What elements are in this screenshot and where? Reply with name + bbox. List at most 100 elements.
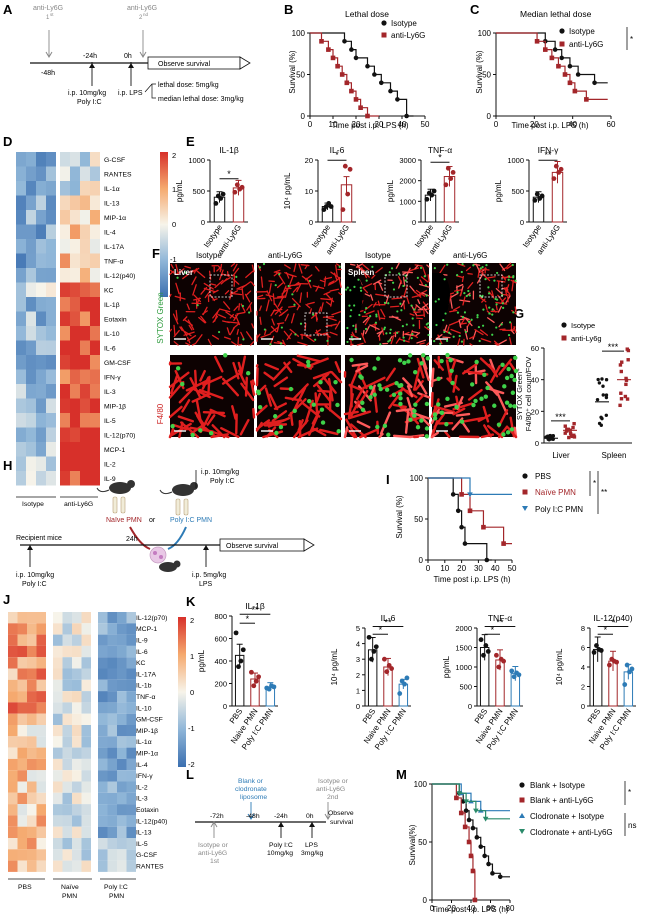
heatmap-cell xyxy=(80,210,90,225)
f480-signal xyxy=(422,266,427,277)
data-point xyxy=(501,541,506,546)
heatmap-cell xyxy=(36,413,46,428)
sytox-signal xyxy=(308,279,312,282)
heatmap-cell xyxy=(81,612,91,624)
blank-2: clodronate xyxy=(235,786,267,793)
f480-signal xyxy=(345,427,356,439)
f480-signal xyxy=(271,410,288,422)
x-tick-label: 80 xyxy=(506,904,515,913)
sytox-signal xyxy=(502,384,507,389)
heatmap-cell xyxy=(16,442,26,457)
heatmap-cell xyxy=(36,645,46,658)
heatmap-cell xyxy=(53,747,63,759)
heatmap-cell xyxy=(36,713,46,725)
sytox-signal xyxy=(477,325,481,329)
data-point xyxy=(344,80,350,86)
heatmap-cell xyxy=(36,770,46,782)
sytox-signal xyxy=(402,360,407,366)
f480-signal xyxy=(345,418,358,439)
y-tick-label: 2000 xyxy=(455,624,472,633)
t-minus48: -48h xyxy=(41,70,55,77)
heatmap-cell xyxy=(17,792,27,805)
f480-signal xyxy=(173,341,179,346)
sytox-signal xyxy=(348,304,351,307)
heatmap-cell xyxy=(17,826,27,838)
y-tick-label: 0 xyxy=(412,218,416,227)
heatmap-cell xyxy=(117,668,127,680)
heatmap-cell xyxy=(98,736,108,748)
t-zero: 0h xyxy=(124,53,132,60)
heatmap-cell xyxy=(98,668,108,680)
f480-signal xyxy=(250,341,255,346)
f480-signal xyxy=(486,387,505,395)
sytox-signal xyxy=(481,294,484,297)
y-tick-label: 0 xyxy=(301,112,306,121)
heatmap-cell xyxy=(72,668,82,680)
heatmap-cell xyxy=(98,657,108,669)
data-point xyxy=(240,647,246,653)
data-point xyxy=(448,176,454,182)
f480-signal xyxy=(185,342,191,346)
heatmap-cell xyxy=(16,355,26,370)
iso-top-2: anti-Ly6G xyxy=(316,786,345,793)
heatmap-cell xyxy=(53,645,63,658)
y-tick-label: 0 xyxy=(487,112,492,121)
legend-polyic: Poly I:C PMN xyxy=(535,505,583,514)
y-axis-label-2: F4/80⁺ cell count/FOV xyxy=(524,357,533,431)
heatmap-cell xyxy=(126,838,136,850)
f480-signal xyxy=(195,414,207,432)
heatmap-cell xyxy=(126,657,136,669)
heatmap-cell xyxy=(27,736,37,748)
heatmap-cell xyxy=(70,340,80,355)
sytox-signal xyxy=(485,264,488,267)
f480-signal xyxy=(493,340,500,346)
sytox-signal xyxy=(488,306,491,309)
heatmap-cell xyxy=(107,815,117,827)
heatmap-cell xyxy=(72,860,82,872)
f480-signal xyxy=(323,291,331,296)
f480-signal xyxy=(273,376,289,388)
data-point xyxy=(266,686,272,692)
heatmap-cell xyxy=(81,725,91,737)
scale-neg2: -2 xyxy=(188,760,195,769)
f480-signal xyxy=(377,310,381,321)
panel-label-M: M xyxy=(396,767,407,782)
sytox-signal xyxy=(371,265,374,268)
heatmap-cell xyxy=(26,297,36,312)
y-tick-label: 50 xyxy=(418,838,427,847)
sytox-signal xyxy=(349,315,352,318)
data-point xyxy=(468,853,474,859)
data-point xyxy=(404,113,409,119)
data-point xyxy=(624,378,629,382)
sytox-signal xyxy=(479,396,484,401)
heatmap-cell xyxy=(8,781,18,793)
heatmap-cell xyxy=(46,398,56,413)
heatmap-cell xyxy=(36,369,46,384)
sytox-signal xyxy=(273,414,278,419)
heatmap-cell xyxy=(26,224,36,239)
f480-signal xyxy=(206,414,216,426)
sytox-signal xyxy=(512,377,517,383)
x-tick-label: 0 xyxy=(430,904,435,913)
sytox-signal xyxy=(501,432,506,437)
heatmap-cell xyxy=(81,623,91,635)
sytox-signal xyxy=(346,340,349,344)
f480-signal xyxy=(334,320,341,330)
heatmap-cell xyxy=(26,471,36,486)
sytox-signal xyxy=(504,400,510,405)
f480-signal xyxy=(450,328,461,334)
y-axis-label: pg/mL xyxy=(197,649,206,672)
t-minus24: -24h xyxy=(83,53,97,60)
heatmap-cell xyxy=(117,815,127,827)
f480-signal xyxy=(192,284,197,296)
heatmap-cell xyxy=(16,340,26,355)
heatmap-cell xyxy=(27,792,37,805)
f480-signal xyxy=(169,269,175,274)
sytox-signal xyxy=(445,396,450,402)
heatmap-cell xyxy=(62,747,72,759)
sytox-signal xyxy=(394,381,399,386)
significance: *** xyxy=(555,412,566,422)
heatmap-cell xyxy=(16,166,26,181)
f480-signal xyxy=(291,383,309,402)
